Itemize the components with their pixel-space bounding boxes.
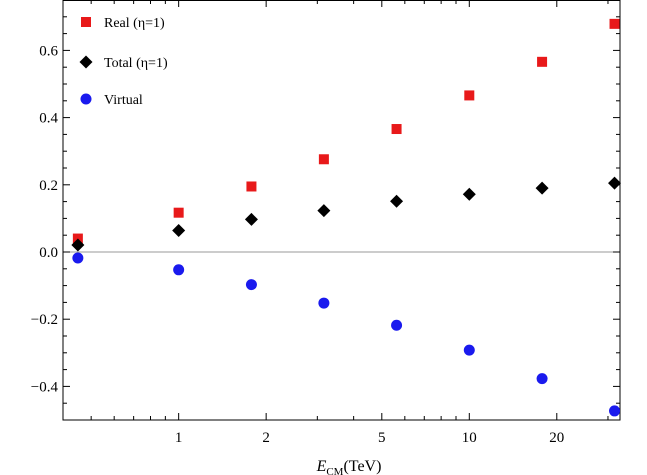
legend-entry-label: Real (η=1): [104, 16, 165, 31]
data-points: [71, 18, 622, 417]
data-point-square: [391, 124, 402, 135]
data-point-diamond: [535, 181, 549, 195]
x-tick-label: 5: [378, 430, 386, 446]
data-point-diamond: [71, 238, 85, 252]
data-point-square: [173, 207, 184, 218]
data-point-square: [318, 154, 329, 165]
x-tick-label: 20: [549, 430, 564, 446]
axis-ticks: −0.4 −0.2 0.0 0.2 0.4 0.6 1 2 5 10 20: [31, 0, 620, 446]
y-tick-label: 0.4: [39, 111, 58, 127]
data-point-diamond: [172, 223, 186, 237]
data-point-circle: [536, 373, 548, 385]
x-axis-label: ECM(TeV): [316, 458, 382, 475]
legend-entry-label: Virtual: [104, 93, 143, 108]
legend-entry-label: Total (η=1): [104, 56, 168, 71]
data-point-diamond: [608, 176, 622, 190]
y-tick-label: 0.6: [39, 43, 58, 59]
data-point-circle: [609, 405, 621, 417]
data-point-circle: [245, 279, 257, 291]
y-tick-label: 0.2: [39, 178, 58, 194]
x-tick-label: 1: [175, 430, 183, 446]
data-point-circle: [463, 344, 475, 356]
legend-marker-diamond: [79, 55, 93, 69]
plot-area-border: [62, 0, 621, 421]
data-point-circle: [72, 252, 84, 264]
data-point-diamond: [462, 187, 476, 201]
data-point-circle: [318, 297, 330, 309]
data-point-square: [246, 181, 257, 192]
data-point-square: [609, 18, 620, 29]
data-point-diamond: [317, 204, 331, 218]
x-tick-label: 10: [462, 430, 477, 446]
data-point-square: [537, 56, 548, 67]
x-axis-label-unit: (TeV): [343, 458, 381, 475]
x-axis-label-subscript: CM: [326, 466, 343, 475]
data-point-square: [464, 90, 475, 101]
legend-marker-square: [81, 17, 91, 27]
legend-marker-circle: [80, 93, 92, 105]
data-point-circle: [173, 264, 185, 276]
x-tick-label: 2: [262, 430, 270, 446]
y-tick-label: 0.0: [39, 245, 58, 261]
data-point-diamond: [390, 194, 404, 208]
data-point-diamond: [244, 212, 258, 226]
y-tick-label: −0.2: [31, 312, 58, 328]
plot-frame: [62, 0, 621, 421]
x-axis-label-main: E: [316, 458, 327, 475]
y-tick-label: −0.4: [31, 379, 59, 395]
legend: Real (η=1) Total (η=1) Virtual: [79, 16, 168, 108]
data-point-circle: [391, 319, 403, 331]
